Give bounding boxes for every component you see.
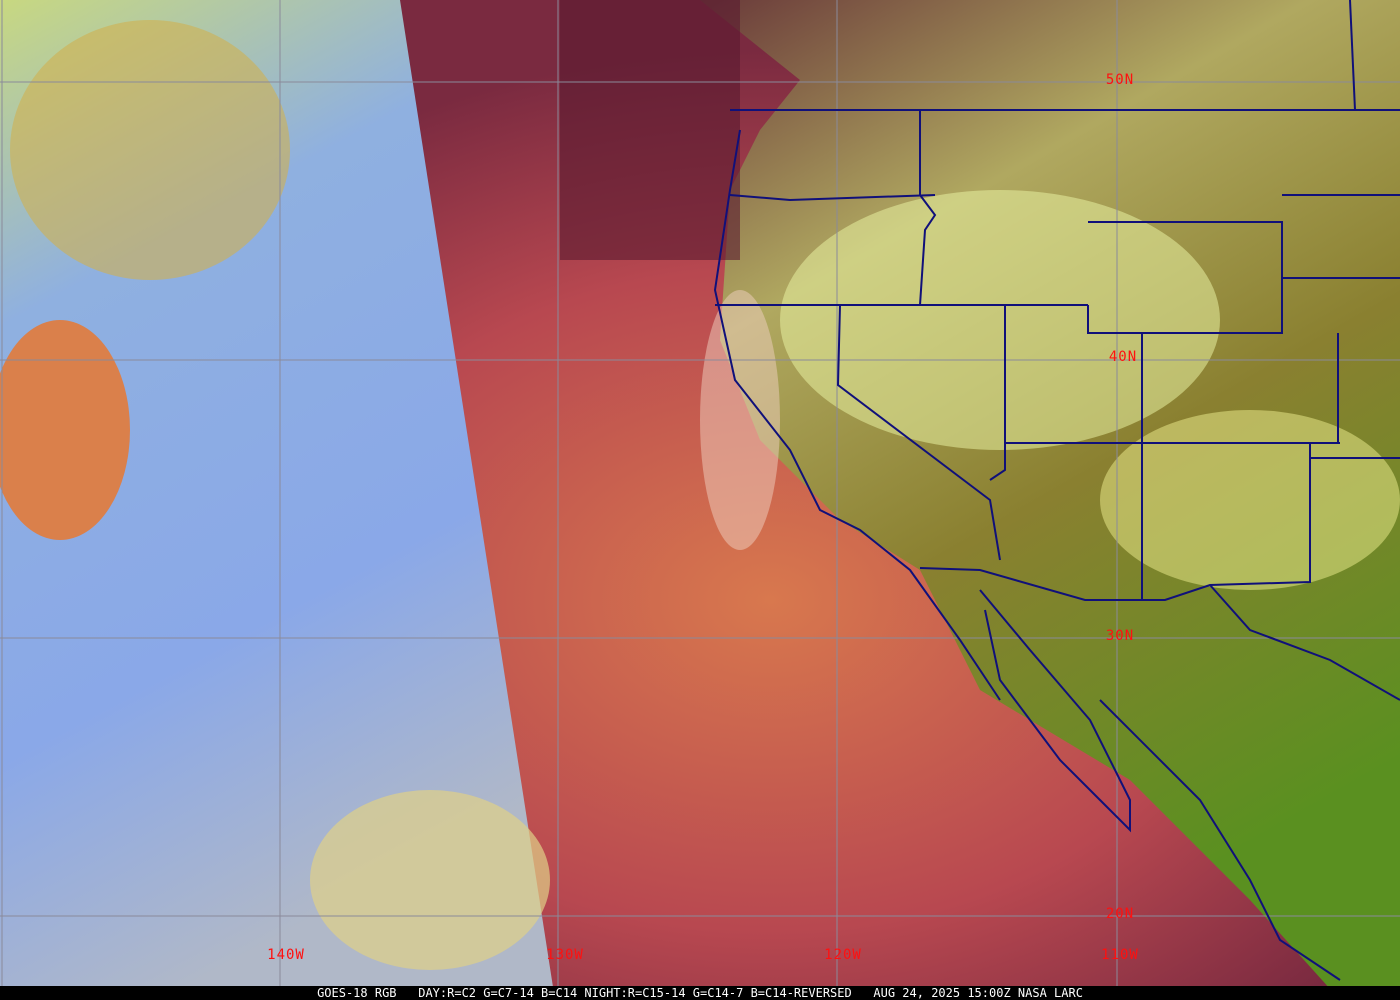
caption-satellite: GOES-18 RGB [317, 986, 397, 1000]
caption-timestamp: AUG 24, 2025 15:00Z NASA LARC [873, 986, 1083, 1000]
lon-label-110w: 110W [1101, 947, 1139, 963]
cloud-band [780, 190, 1220, 450]
pacific-coastline [713, 129, 1001, 701]
lat-label-30n: 30N [1105, 628, 1135, 644]
mexico-coastline [1099, 699, 1341, 981]
cloud-band [700, 290, 780, 550]
cloud-band [1100, 410, 1400, 590]
lon-label-120w: 120W [824, 947, 862, 963]
dark-ocean [560, 0, 740, 260]
rio-grande [1209, 584, 1400, 701]
lon-label-130w: 130W [546, 947, 584, 963]
image-caption: GOES-18 RGB DAY:R=C2 G=C7-14 B=C14 NIGHT… [0, 986, 1400, 1000]
cloud-band [10, 20, 290, 280]
lat-label-20n: 20N [1105, 906, 1135, 922]
cloud-band [310, 790, 550, 970]
lat-label-50n: 50N [1105, 72, 1135, 88]
caption-recipe: DAY:R=C2 G=C7-14 B=C14 NIGHT:R=C15-14 G=… [418, 986, 852, 1000]
lon-label-140w: 140W [267, 947, 305, 963]
lat-label-40n: 40N [1108, 349, 1138, 365]
cloud-band [0, 320, 130, 540]
political-borders [713, 0, 1400, 981]
baja-gulf-coast [979, 589, 1131, 833]
